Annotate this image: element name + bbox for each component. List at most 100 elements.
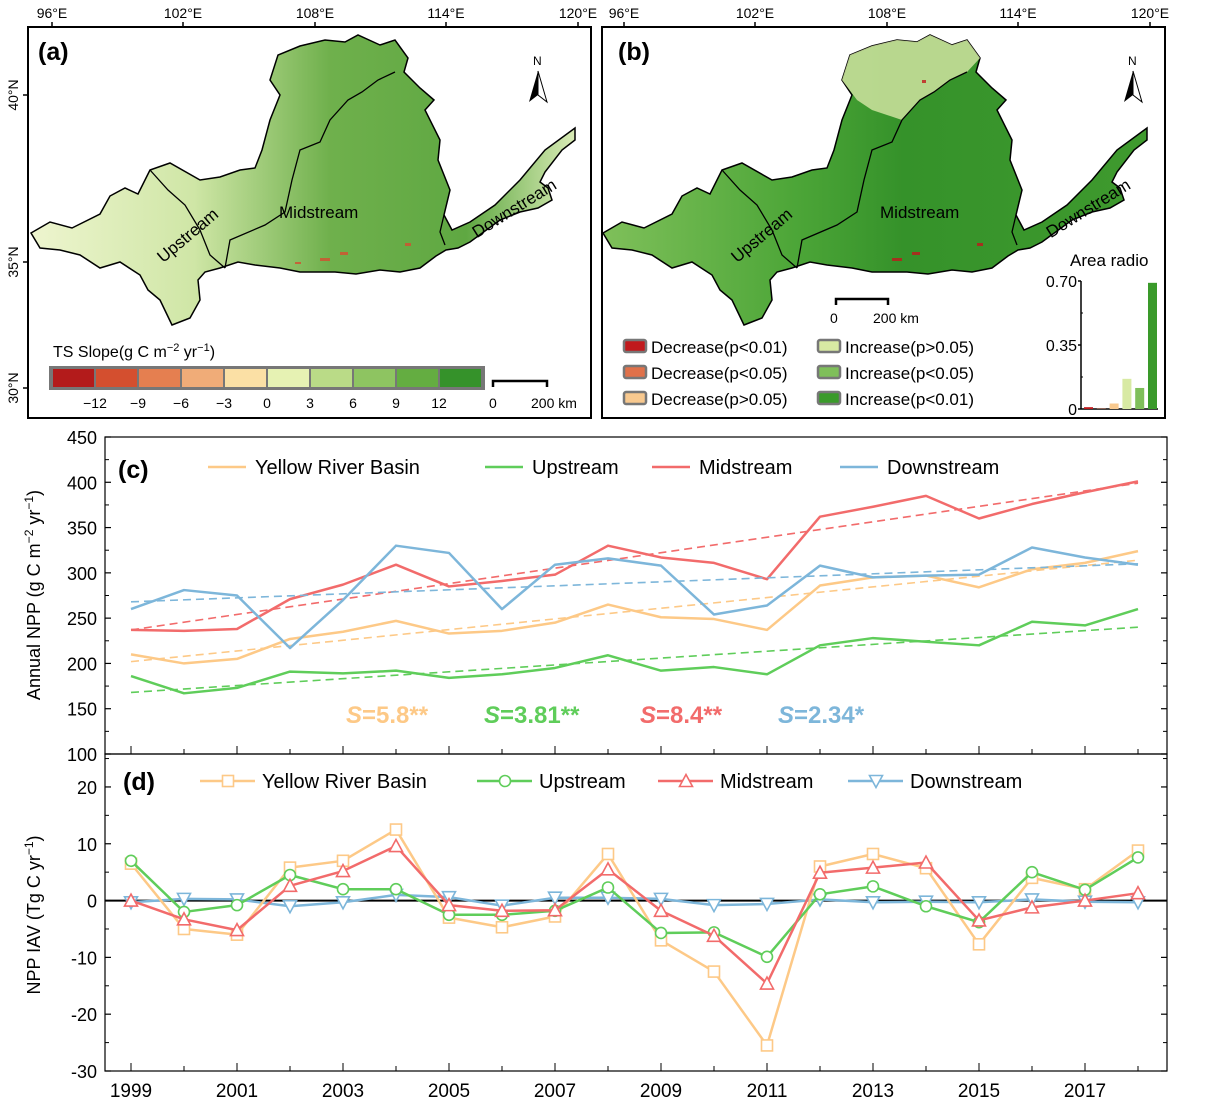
d-y-tick-label: -10 — [71, 948, 97, 968]
c-y-tick-label: 300 — [67, 564, 97, 584]
d-data-point — [706, 927, 722, 943]
d-x-tick-label: 2009 — [640, 1081, 682, 1102]
d-data-point — [707, 965, 721, 978]
colorbar-tick-label: −3 — [216, 395, 232, 411]
colorbar-tick-label: 6 — [349, 395, 357, 411]
d-data-point — [282, 877, 298, 893]
area-bar — [1084, 407, 1093, 409]
d-data-point — [495, 920, 509, 934]
area-bar — [1109, 403, 1119, 409]
d-series-line — [130, 828, 1139, 1047]
legend-swatch — [622, 364, 648, 380]
c-series-line — [130, 544, 1139, 650]
map-b-midstream-label: Midstream — [880, 203, 959, 222]
d-data-point — [653, 902, 669, 918]
c-y-tick-label: 350 — [67, 519, 97, 539]
c-y-tick-label: 450 — [67, 428, 97, 448]
d-data-point — [653, 892, 669, 908]
svg-text:200 km: 200 km — [531, 395, 577, 411]
d-legend-label: Upstream — [539, 771, 626, 793]
colorbar-tick-label: −6 — [173, 395, 189, 411]
d-x-tick-label: 2007 — [534, 1081, 576, 1102]
colorbar-swatch — [139, 369, 180, 387]
map-a-midstream-label: Midstream — [279, 203, 358, 222]
c-slope-label: S=5.8** — [346, 702, 429, 729]
d-data-point — [812, 864, 828, 880]
d-data-point — [1024, 899, 1040, 914]
d-data-point — [494, 902, 510, 918]
d-legend-label: Yellow River Basin — [262, 771, 427, 793]
d-data-point — [706, 898, 722, 914]
legend-label: Increase(p<0.01) — [845, 390, 974, 409]
north-arrow-icon: N — [1124, 54, 1143, 104]
d-legend-marker — [498, 774, 512, 788]
lon-tick-label: 108°E — [868, 5, 906, 21]
d-y-tick-label: 0 — [87, 892, 97, 912]
d-data-point — [124, 854, 138, 868]
significance-legend: Decrease(p<0.01) Decrease(p<0.05) Decrease… — [622, 338, 974, 409]
area-ratio-chart: Area radio 0 0.35 0.70 — [1046, 251, 1158, 419]
scale-bar-b: 0 200 km — [830, 297, 919, 326]
colorbar-tick-label: 3 — [306, 395, 314, 411]
d-data-point — [229, 921, 245, 937]
colorbar-tick-label: 9 — [392, 395, 400, 411]
svg-text:200 km: 200 km — [873, 310, 919, 326]
lat-tick-label: 30°N — [5, 372, 21, 403]
d-data-point — [866, 880, 880, 893]
d-data-point — [865, 895, 881, 911]
legend-swatch — [816, 390, 842, 406]
legend-label: Increase(p<0.05) — [845, 364, 974, 383]
d-x-tick-label: 2005 — [428, 1081, 470, 1102]
d-y-tick-label: -20 — [71, 1005, 97, 1025]
d-data-point — [336, 882, 350, 896]
colorbar-swatch — [96, 369, 137, 387]
colorbar-swatch — [440, 369, 481, 387]
c-trend-line — [130, 626, 1139, 694]
c-y-tick-label: 150 — [67, 700, 97, 720]
d-x-tick-label: 2003 — [322, 1081, 364, 1102]
d-data-point — [759, 897, 775, 913]
lon-tick-label: 102°E — [736, 5, 774, 21]
d-legend-marker — [678, 772, 694, 788]
c-y-tick-label: 100 — [67, 745, 97, 765]
d-x-tick-label: 2001 — [216, 1081, 258, 1102]
d-data-point — [389, 882, 403, 896]
d-data-point — [760, 950, 774, 964]
colorbar-swatch — [268, 369, 309, 387]
d-data-point — [176, 892, 192, 908]
lon-tick-label: 114°E — [427, 5, 464, 21]
area-y-tick-label: 0.70 — [1046, 274, 1077, 291]
d-data-point — [759, 975, 775, 990]
colorbar — [53, 369, 481, 387]
d-legend-marker — [868, 774, 884, 790]
c-series-line — [130, 607, 1139, 695]
d-data-point — [441, 896, 457, 912]
chart-c-frame — [104, 436, 1168, 755]
lat-axis: 40°N 35°N 30°N — [5, 79, 28, 404]
area-bar — [1122, 378, 1132, 409]
c-series-line — [130, 549, 1139, 665]
colorbar-tick-label: 12 — [431, 395, 447, 411]
area-y-tick-label: 0 — [1068, 402, 1077, 419]
d-data-point — [1025, 865, 1039, 879]
legend-swatch — [816, 338, 842, 354]
scale-bar-a: 0 200 km — [489, 379, 577, 411]
d-data-point — [865, 859, 881, 874]
d-data-point — [335, 895, 351, 911]
d-data-point — [760, 1039, 774, 1052]
d-data-point — [918, 854, 934, 869]
lon-tick-label: 102°E — [164, 5, 202, 21]
chart-d-ylabel: NPP IAV (Tg C yr−1) — [22, 835, 44, 994]
d-x-tick-label: 2013 — [852, 1081, 894, 1102]
lon-axis-a: 96°E 102°E 108°E 114°E 120°E — [37, 5, 597, 27]
lat-tick-label: 40°N — [5, 79, 21, 110]
lon-tick-label: 114°E — [999, 5, 1036, 21]
c-slope-label: S=3.81** — [484, 702, 580, 729]
c-y-tick-label: 400 — [67, 473, 97, 493]
d-legend-label: Downstream — [910, 771, 1022, 793]
legend-label: Increase(p>0.05) — [845, 338, 974, 357]
d-data-point — [547, 891, 563, 906]
d-data-point — [1131, 851, 1145, 864]
d-data-point — [1130, 885, 1146, 900]
